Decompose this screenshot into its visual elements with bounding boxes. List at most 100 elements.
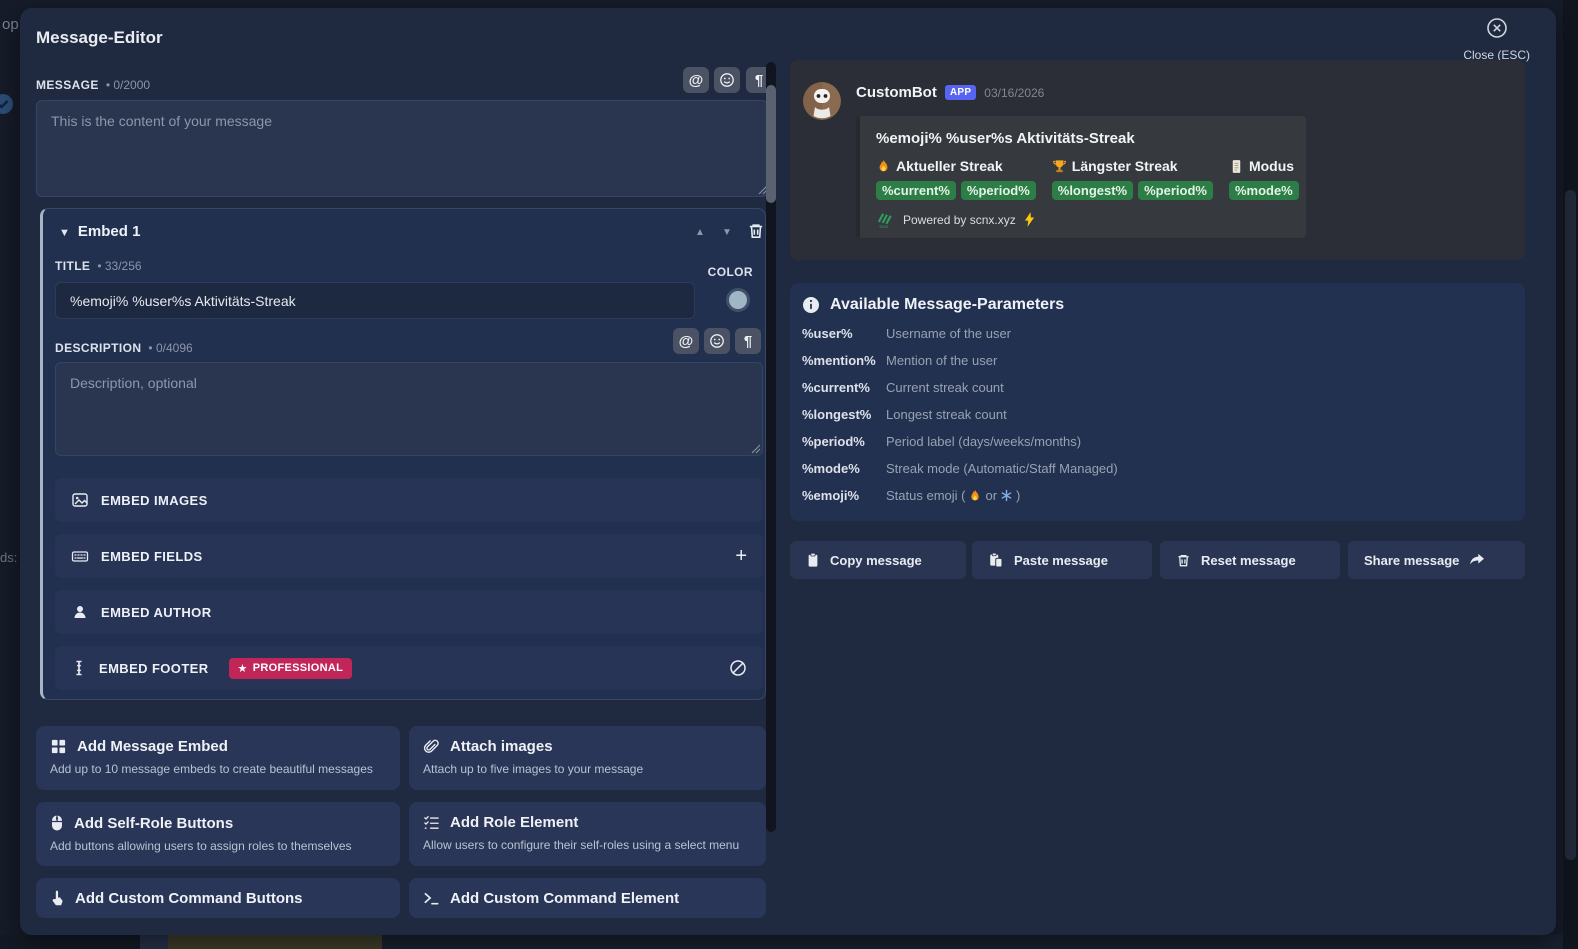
terminal-icon xyxy=(423,890,440,907)
bot-name: CustomBot xyxy=(856,84,937,101)
parameter-name: %emoji% xyxy=(802,488,860,503)
parameter-name: %user% xyxy=(802,326,853,341)
embed-title-input[interactable] xyxy=(55,282,695,319)
add-field-button[interactable]: + xyxy=(735,544,747,567)
paste-message-button[interactable]: Paste message xyxy=(972,541,1152,579)
button-label: Paste message xyxy=(1014,552,1108,568)
professional-badge: ★ PROFESSIONAL xyxy=(228,657,353,679)
description-text: ) xyxy=(1016,488,1021,503)
description-formatting-button[interactable]: ¶ xyxy=(735,328,761,354)
share-message-button[interactable]: Share message xyxy=(1348,541,1525,579)
message-header: CustomBot APP 03/16/2026 xyxy=(856,84,1044,101)
emoji-button[interactable] xyxy=(714,67,740,93)
page-scrollbar-thumb[interactable] xyxy=(1565,190,1576,860)
copy-icon xyxy=(806,552,820,568)
embed-preview: %emoji% %user%s Aktivitäts-Streak Aktuel… xyxy=(856,116,1306,238)
svg-text:scnx: scnx xyxy=(879,224,889,229)
paperclip-icon xyxy=(423,738,440,755)
chevron-down-icon: ▼ xyxy=(59,227,70,239)
checklist-icon xyxy=(423,814,440,831)
hand-pointer-icon xyxy=(50,890,65,907)
delete-embed-button[interactable] xyxy=(747,222,765,240)
page-scrollbar[interactable] xyxy=(1563,0,1578,949)
embed-images-section[interactable]: EMBED IMAGES xyxy=(55,478,763,522)
embed-field: Modus %mode% xyxy=(1228,158,1299,200)
add-custom-command-buttons-card[interactable]: Add Custom Command Buttons xyxy=(36,878,400,918)
title-label-row: TITLE • 33/256 xyxy=(55,257,142,275)
parameter-row: %user% Username of the user xyxy=(802,326,1513,341)
message-textarea[interactable] xyxy=(36,100,768,197)
embed-collapse-header[interactable]: ▼ Embed 1 xyxy=(59,223,140,240)
mention-button[interactable]: @ xyxy=(683,67,709,93)
paste-icon xyxy=(988,552,1004,568)
move-embed-up-button[interactable]: ▲ xyxy=(695,227,705,238)
parameter-description: Period label (days/weeks/months) xyxy=(886,434,1082,449)
description-counter: • 0/4096 xyxy=(148,341,193,355)
button-label: Share message xyxy=(1364,552,1460,568)
modal-title: Message-Editor xyxy=(36,28,163,47)
color-label: COLOR xyxy=(707,265,753,279)
share-icon xyxy=(1469,553,1485,567)
embed-author-section[interactable]: EMBED AUTHOR xyxy=(55,590,763,634)
background-strip-olive xyxy=(168,935,382,949)
parameter-row: %longest% Longest streak count xyxy=(802,407,1513,422)
reset-message-button[interactable]: Reset message xyxy=(1160,541,1340,579)
embed-header-label: Embed 1 xyxy=(77,223,141,240)
background-strip xyxy=(382,935,1578,949)
embed-field: Längster Streak %longest% %period% xyxy=(1051,158,1213,200)
add-self-role-buttons-card[interactable]: Add Self-Role Buttons Add buttons allowi… xyxy=(36,802,400,866)
add-message-embed-card[interactable]: Add Message Embed Add up to 10 message e… xyxy=(36,726,400,790)
embed-preview-fields: Aktueller Streak %current% %period% Längs… xyxy=(876,158,1299,200)
action-title: Attach images xyxy=(450,738,553,755)
fire-icon xyxy=(876,159,891,174)
action-subtitle: Attach up to five images to your message xyxy=(423,762,644,776)
embed-preview-footer: scnx Powered by scnx.xyz xyxy=(876,210,1290,229)
attach-images-card[interactable]: Attach images Attach up to five images t… xyxy=(409,726,766,790)
disabled-ban-icon xyxy=(729,659,747,677)
field-label: Aktueller Streak xyxy=(896,158,1003,174)
move-embed-down-button[interactable]: ▼ xyxy=(722,227,732,238)
button-label: Reset message xyxy=(1201,552,1296,568)
embed-color-picker[interactable] xyxy=(726,288,750,312)
title-counter: • 33/256 xyxy=(97,259,142,273)
star-icon: ★ xyxy=(237,662,248,675)
parameter-chip: %longest% xyxy=(1051,181,1134,200)
parameter-name: %mode% xyxy=(802,461,860,476)
description-mention-button[interactable]: @ xyxy=(673,328,699,354)
parameters-title: Available Message-Parameters xyxy=(830,296,1065,313)
action-title: Add Custom Command Element xyxy=(450,889,680,907)
action-title: Add Message Embed xyxy=(77,738,228,755)
trophy-icon xyxy=(1052,159,1067,174)
embed-footer-section[interactable]: EMBED FOOTER ★ PROFESSIONAL xyxy=(55,646,763,690)
close-button[interactable]: Close (ESC) xyxy=(1463,16,1530,62)
description-text: or xyxy=(985,488,998,503)
add-role-element-card[interactable]: Add Role Element Allow users to configur… xyxy=(409,802,766,866)
section-label: EMBED FIELDS xyxy=(101,548,203,564)
footer-text: Powered by scnx.xyz xyxy=(903,212,1016,227)
parameter-row: %emoji% Status emoji ( or ) xyxy=(802,488,1513,503)
copy-message-button[interactable]: Copy message xyxy=(790,541,966,579)
action-subtitle: Allow users to configure their self-role… xyxy=(423,838,740,852)
section-label: EMBED AUTHOR xyxy=(101,604,212,620)
parameter-row: %mode% Streak mode (Automatic/Staff Manag… xyxy=(802,461,1513,476)
action-title: Add Custom Command Buttons xyxy=(75,889,303,907)
embed-description-textarea[interactable] xyxy=(55,362,763,456)
close-circle-icon xyxy=(1485,16,1509,40)
app-badge: APP xyxy=(944,85,977,100)
parameter-name: %longest% xyxy=(802,407,872,422)
description-text: Status emoji ( xyxy=(886,488,966,503)
embed-fields-section[interactable]: EMBED FIELDS + xyxy=(55,534,763,578)
editor-scrollbar[interactable] xyxy=(766,62,776,832)
pilcrow-icon: ¶ xyxy=(754,71,764,89)
background-strip xyxy=(140,935,168,949)
keyboard-icon xyxy=(71,547,89,565)
scnx-logo: scnx xyxy=(876,210,895,229)
editor-scrollbar-thumb[interactable] xyxy=(766,85,776,203)
add-custom-command-element-card[interactable]: Add Custom Command Element xyxy=(409,878,766,918)
smiley-icon xyxy=(709,333,725,349)
parameter-row: %period% Period label (days/weeks/months) xyxy=(802,434,1513,449)
description-emoji-button[interactable] xyxy=(704,328,730,354)
action-subtitle: Add buttons allowing users to assign rol… xyxy=(50,839,352,853)
section-label: EMBED IMAGES xyxy=(101,492,208,508)
